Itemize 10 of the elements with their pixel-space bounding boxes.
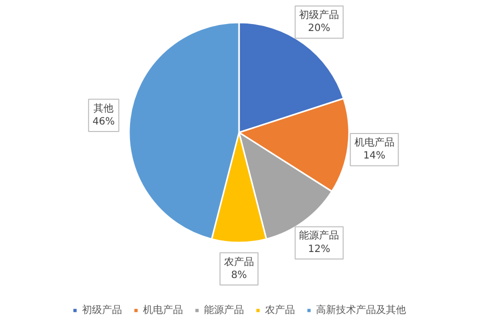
data-label: 机电产品 14% — [354, 136, 394, 162]
data-label: 其他 46% — [92, 102, 115, 128]
legend-label: 初级产品 — [82, 304, 122, 317]
legend-label: 机电产品 — [143, 304, 183, 317]
data-label: 能源产品 12% — [299, 230, 340, 255]
legend-label: 能源产品 — [204, 304, 244, 317]
legend-label: 高新技术产品及其他 — [316, 304, 406, 317]
data-label: 农产品 8% — [224, 256, 254, 281]
legend-label: 农产品 — [265, 304, 295, 317]
data-label: 初级产品 20% — [299, 9, 340, 34]
